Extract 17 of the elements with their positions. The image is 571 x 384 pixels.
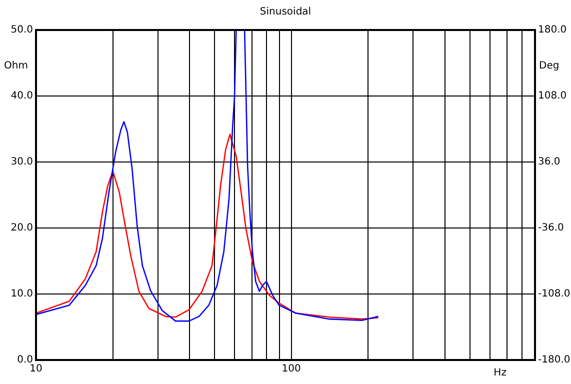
y2-tick-label: -36.0 [538, 222, 564, 234]
chart-title: Sinusoidal [260, 6, 312, 18]
y-tick-label: 30.0 [10, 156, 33, 168]
y2-tick-label: 180.0 [538, 24, 567, 36]
x-axis-title: Hz [494, 368, 506, 379]
y-tick-label: 20.0 [10, 222, 33, 234]
x-tick-label: 100 [282, 364, 301, 375]
y-axis-title: Ohm [4, 60, 28, 72]
y2-tick-label: 36.0 [538, 156, 560, 168]
y-tick-label: 50.0 [10, 24, 33, 36]
y2-tick-label: -108.0 [538, 288, 570, 300]
y2-tick-label: 108.0 [538, 90, 567, 102]
y-tick-label: 10.0 [10, 288, 33, 300]
y-tick-label: 40.0 [10, 90, 33, 102]
y2-axis-title: Deg [539, 60, 560, 72]
y2-tick-label: -180.0 [538, 354, 570, 366]
x-tick-label: 10 [30, 364, 42, 375]
